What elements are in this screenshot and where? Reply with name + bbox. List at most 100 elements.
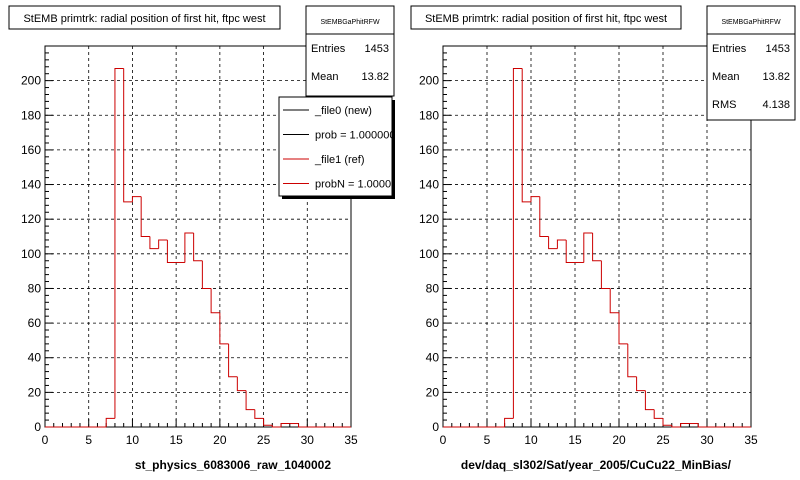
histogram-bin — [271, 425, 282, 428]
histogram-bin — [680, 423, 690, 427]
histogram-bin — [521, 68, 531, 203]
stats-label: Entries — [712, 43, 747, 55]
x-tick-label: 20 — [612, 433, 626, 447]
histogram-bin — [548, 236, 558, 250]
y-tick-label: 160 — [419, 143, 439, 157]
legend-entries: _file0 (new) prob = 1.000000 _file1 (ref) p… — [283, 105, 403, 191]
legend-label: prob = 1.000000 — [315, 130, 395, 142]
y-tick-label: 140 — [419, 178, 439, 192]
histogram-bin — [662, 418, 672, 426]
legend-label: probN = 1.000000 — [315, 179, 403, 191]
histogram-bin — [600, 260, 611, 289]
x-axis-label: st_physics_6083006_raw_1040002 — [135, 458, 331, 472]
y-tick-label: 0 — [432, 420, 439, 434]
legend-label: _file1 (ref) — [314, 154, 365, 166]
histogram-bin — [193, 233, 203, 262]
stats-label: RMS — [712, 99, 736, 111]
y-tick-label: 80 — [426, 281, 440, 295]
legend-label: _file0 (new) — [314, 105, 372, 117]
histogram-bin — [627, 343, 637, 378]
histogram-bin — [123, 68, 133, 203]
stats-box — [305, 5, 395, 97]
x-axis-label: dev/daq_sl302/Sat/year_2005/CuCu22_MinBi… — [461, 458, 732, 472]
histogram-bin — [254, 409, 264, 419]
stats-label: Entries — [311, 43, 346, 55]
histogram-bin — [184, 232, 194, 263]
x-tick-label: 25 — [656, 433, 670, 447]
histogram-bin — [158, 239, 168, 249]
x-tick-label: 5 — [484, 433, 491, 447]
histogram-bin — [131, 196, 142, 202]
y-tick-label: 120 — [21, 212, 41, 226]
histogram-bin — [644, 390, 655, 411]
stats-label: Mean — [311, 71, 339, 83]
histogram-bin — [263, 418, 273, 426]
title-box — [410, 5, 682, 30]
y-tick-label: 0 — [34, 420, 41, 434]
y-tick-label: 100 — [419, 247, 439, 261]
y-tick-label: 40 — [28, 351, 42, 365]
histogram-bin — [609, 288, 619, 314]
histogram-bin — [565, 239, 575, 263]
x-tick-label: 30 — [301, 433, 315, 447]
x-tick-label: 20 — [213, 433, 227, 447]
x-tick-label: 5 — [85, 433, 92, 447]
histogram-bin — [114, 68, 124, 419]
stats-value: 13.82 — [762, 71, 790, 83]
x-tick-label: 0 — [42, 433, 49, 447]
plot-frame — [442, 45, 752, 428]
histogram-bin — [228, 343, 238, 378]
histogram-bin — [280, 423, 290, 427]
y-tick-label: 180 — [419, 108, 439, 122]
y-tick-label: 60 — [426, 316, 440, 330]
x-tick-label: 15 — [568, 433, 582, 447]
histogram-bin — [166, 239, 177, 263]
histogram-bin — [210, 288, 220, 314]
histogram-bin — [245, 390, 255, 411]
x-tick-label: 25 — [257, 433, 271, 447]
y-tick-label: 60 — [28, 316, 42, 330]
x-tick-label: 10 — [524, 433, 538, 447]
legend-box — [278, 96, 393, 197]
title-box — [8, 5, 281, 30]
histogram-bin — [236, 376, 247, 392]
histogram-bin — [140, 196, 150, 237]
histogram-bin — [512, 68, 523, 419]
x-tick-label: 35 — [344, 433, 358, 447]
y-tick-label: 180 — [21, 108, 41, 122]
histogram-bin — [149, 236, 159, 250]
y-tick-label: 120 — [419, 212, 439, 226]
histogram-bin — [697, 423, 707, 428]
stats-title: StEMBGaPhitRFW — [721, 19, 781, 26]
x-tick-label: 35 — [744, 433, 758, 447]
y-tick-label: 140 — [21, 178, 41, 192]
stats-label: Mean — [712, 71, 740, 83]
histogram-bin — [671, 425, 681, 428]
y-tick-label: 100 — [21, 247, 41, 261]
x-tick-label: 15 — [169, 433, 183, 447]
histogram-bin — [556, 239, 567, 249]
histogram-panel-2: 0 5 10 15 20 25 30 35 0 20 40 60 80 100 120 140 160 180 20… — [410, 5, 796, 472]
histogram-bin — [653, 409, 663, 419]
stats-value: 4.138 — [762, 99, 790, 111]
histogram-bin — [530, 196, 540, 202]
y-tick-label: 200 — [419, 74, 439, 88]
y-tick-label: 200 — [21, 74, 41, 88]
y-tick-label: 160 — [21, 143, 41, 157]
stats-value: 1453 — [766, 43, 790, 55]
y-tick-label: 20 — [426, 385, 440, 399]
x-tick-label: 10 — [126, 433, 140, 447]
chart-title: StEMB primtrk: radial position of first … — [23, 13, 265, 25]
histogram-bin — [618, 312, 628, 345]
x-tick-label: 0 — [440, 433, 447, 447]
histogram-bin — [105, 417, 115, 427]
stats-value: 13.82 — [361, 71, 389, 83]
histogram-bin — [504, 417, 514, 427]
histogram-bin — [636, 376, 646, 392]
stats-value: 1453 — [365, 43, 389, 55]
histogram-bin — [298, 423, 308, 428]
stats-title: StEMBGaPhitRFW — [320, 19, 380, 26]
y-tick-label: 40 — [426, 351, 440, 365]
histogram-bin — [583, 232, 593, 263]
